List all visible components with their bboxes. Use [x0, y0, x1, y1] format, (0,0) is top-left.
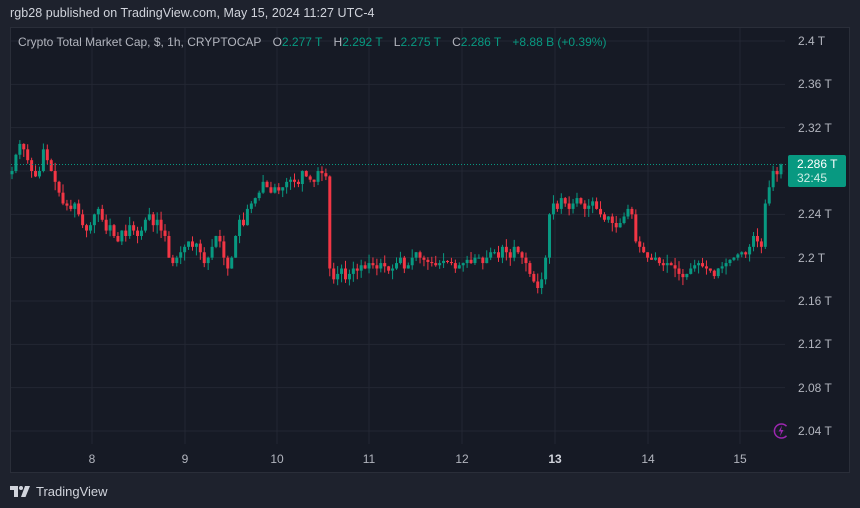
close-value: 2.286 T — [460, 35, 502, 49]
change-value: +8.88 B (+0.39%) — [512, 35, 607, 49]
time-tick-label: 14 — [641, 452, 655, 466]
price-tick-label: 2.36 T — [798, 77, 832, 92]
symbol-legend: Crypto Total Market Cap, $, 1h, CRYPTOCA… — [18, 35, 606, 49]
open-value: 2.277 T — [281, 35, 323, 49]
high-label: H — [333, 35, 343, 49]
tradingview-brand[interactable]: TradingView — [10, 484, 108, 499]
time-tick-label: 8 — [88, 452, 96, 466]
open-label: O — [272, 35, 282, 49]
price-tick-label: 2.16 T — [798, 293, 832, 308]
price-tick-label: 2.32 T — [798, 120, 832, 135]
last-price: 2.286 T — [797, 157, 838, 171]
chart-pane[interactable] — [10, 27, 850, 473]
lightning-icon[interactable] — [772, 422, 790, 440]
tradingview-logo-icon — [10, 486, 30, 497]
price-tick-label: 2.2 T — [798, 250, 826, 265]
last-price-tag: 2.286 T 32:45 — [788, 155, 846, 187]
time-tick-label: 12 — [455, 452, 469, 466]
close-label: C — [452, 35, 461, 49]
time-tick-label: 11 — [362, 452, 376, 466]
high-value: 2.292 T — [342, 35, 383, 49]
published-line: rgb28 published on TradingView.com, May … — [10, 6, 375, 20]
low-label: L — [393, 35, 401, 49]
price-tick-label: 2.04 T — [798, 423, 832, 438]
time-tick-label: 9 — [181, 452, 189, 466]
low-value: 2.275 T — [400, 35, 441, 49]
bar-countdown: 32:45 — [797, 171, 828, 185]
time-tick-label: 15 — [733, 452, 747, 466]
time-tick-label: 13 — [548, 452, 562, 466]
time-tick-label: 10 — [270, 452, 284, 466]
symbol-title[interactable]: Crypto Total Market Cap, $, 1h, CRYPTOCA… — [18, 35, 262, 49]
price-tick-label: 2.24 T — [798, 207, 832, 222]
price-tick-label: 2.12 T — [798, 337, 832, 352]
brand-label: TradingView — [36, 484, 108, 499]
price-tick-label: 2.4 T — [798, 34, 826, 48]
price-tick-label: 2.08 T — [798, 380, 832, 395]
